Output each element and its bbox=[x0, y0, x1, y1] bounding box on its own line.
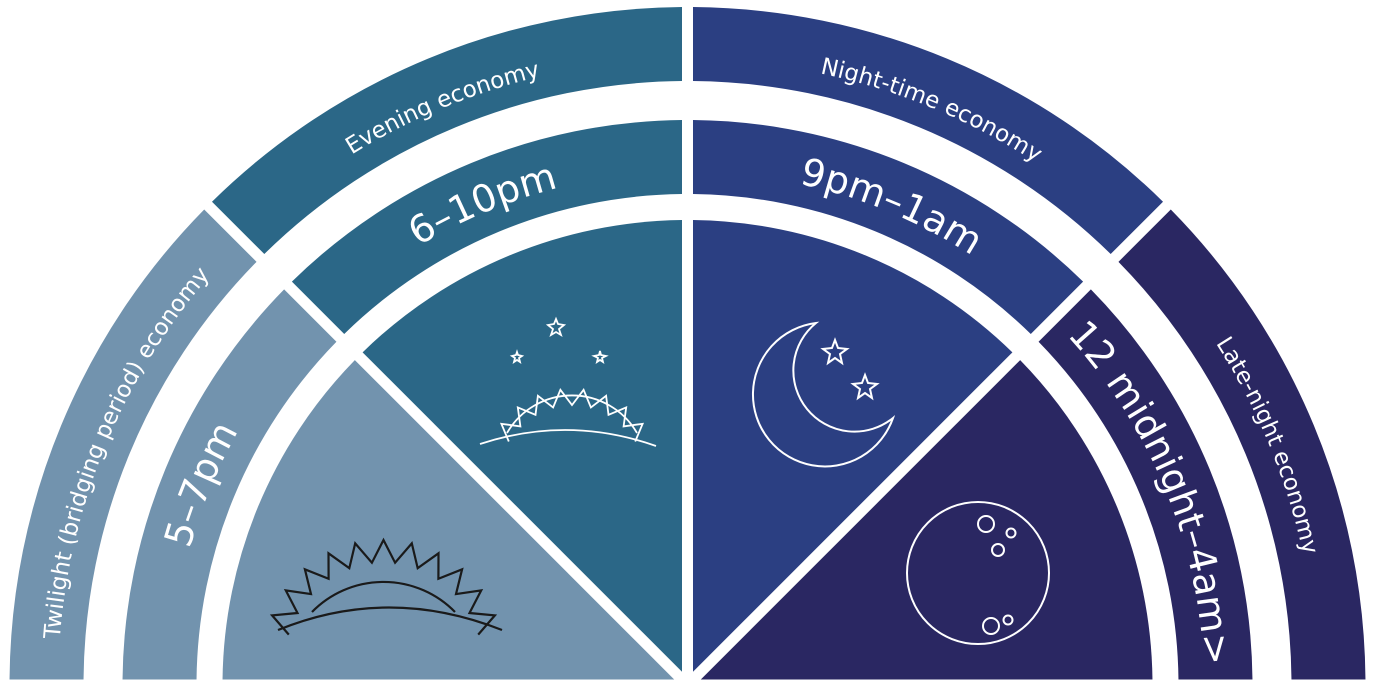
late-night-slice bbox=[700, 360, 1153, 680]
star-icon bbox=[850, 372, 880, 401]
star-icon bbox=[591, 350, 609, 365]
night-time-band bbox=[692, 120, 1084, 334]
evening-outer-band bbox=[211, 7, 683, 255]
star-icon bbox=[509, 349, 525, 365]
late-night-time-band bbox=[1038, 289, 1253, 680]
twilight-slice bbox=[222, 360, 675, 680]
evening-slice bbox=[362, 220, 683, 672]
evening-time-band bbox=[291, 120, 683, 334]
twilight-time-band bbox=[122, 289, 337, 680]
star-icon bbox=[545, 316, 567, 338]
twilight-outer-band bbox=[9, 209, 257, 680]
sundown-stars-icon bbox=[479, 316, 657, 447]
sunset-icon bbox=[269, 537, 503, 636]
night-slice bbox=[692, 220, 1013, 672]
star-icon bbox=[820, 337, 850, 366]
full-moon-icon bbox=[906, 501, 1050, 645]
night-outer-band bbox=[692, 7, 1164, 255]
crescent-moon-stars-icon bbox=[751, 321, 896, 468]
late-night-outer-band bbox=[1118, 209, 1366, 680]
